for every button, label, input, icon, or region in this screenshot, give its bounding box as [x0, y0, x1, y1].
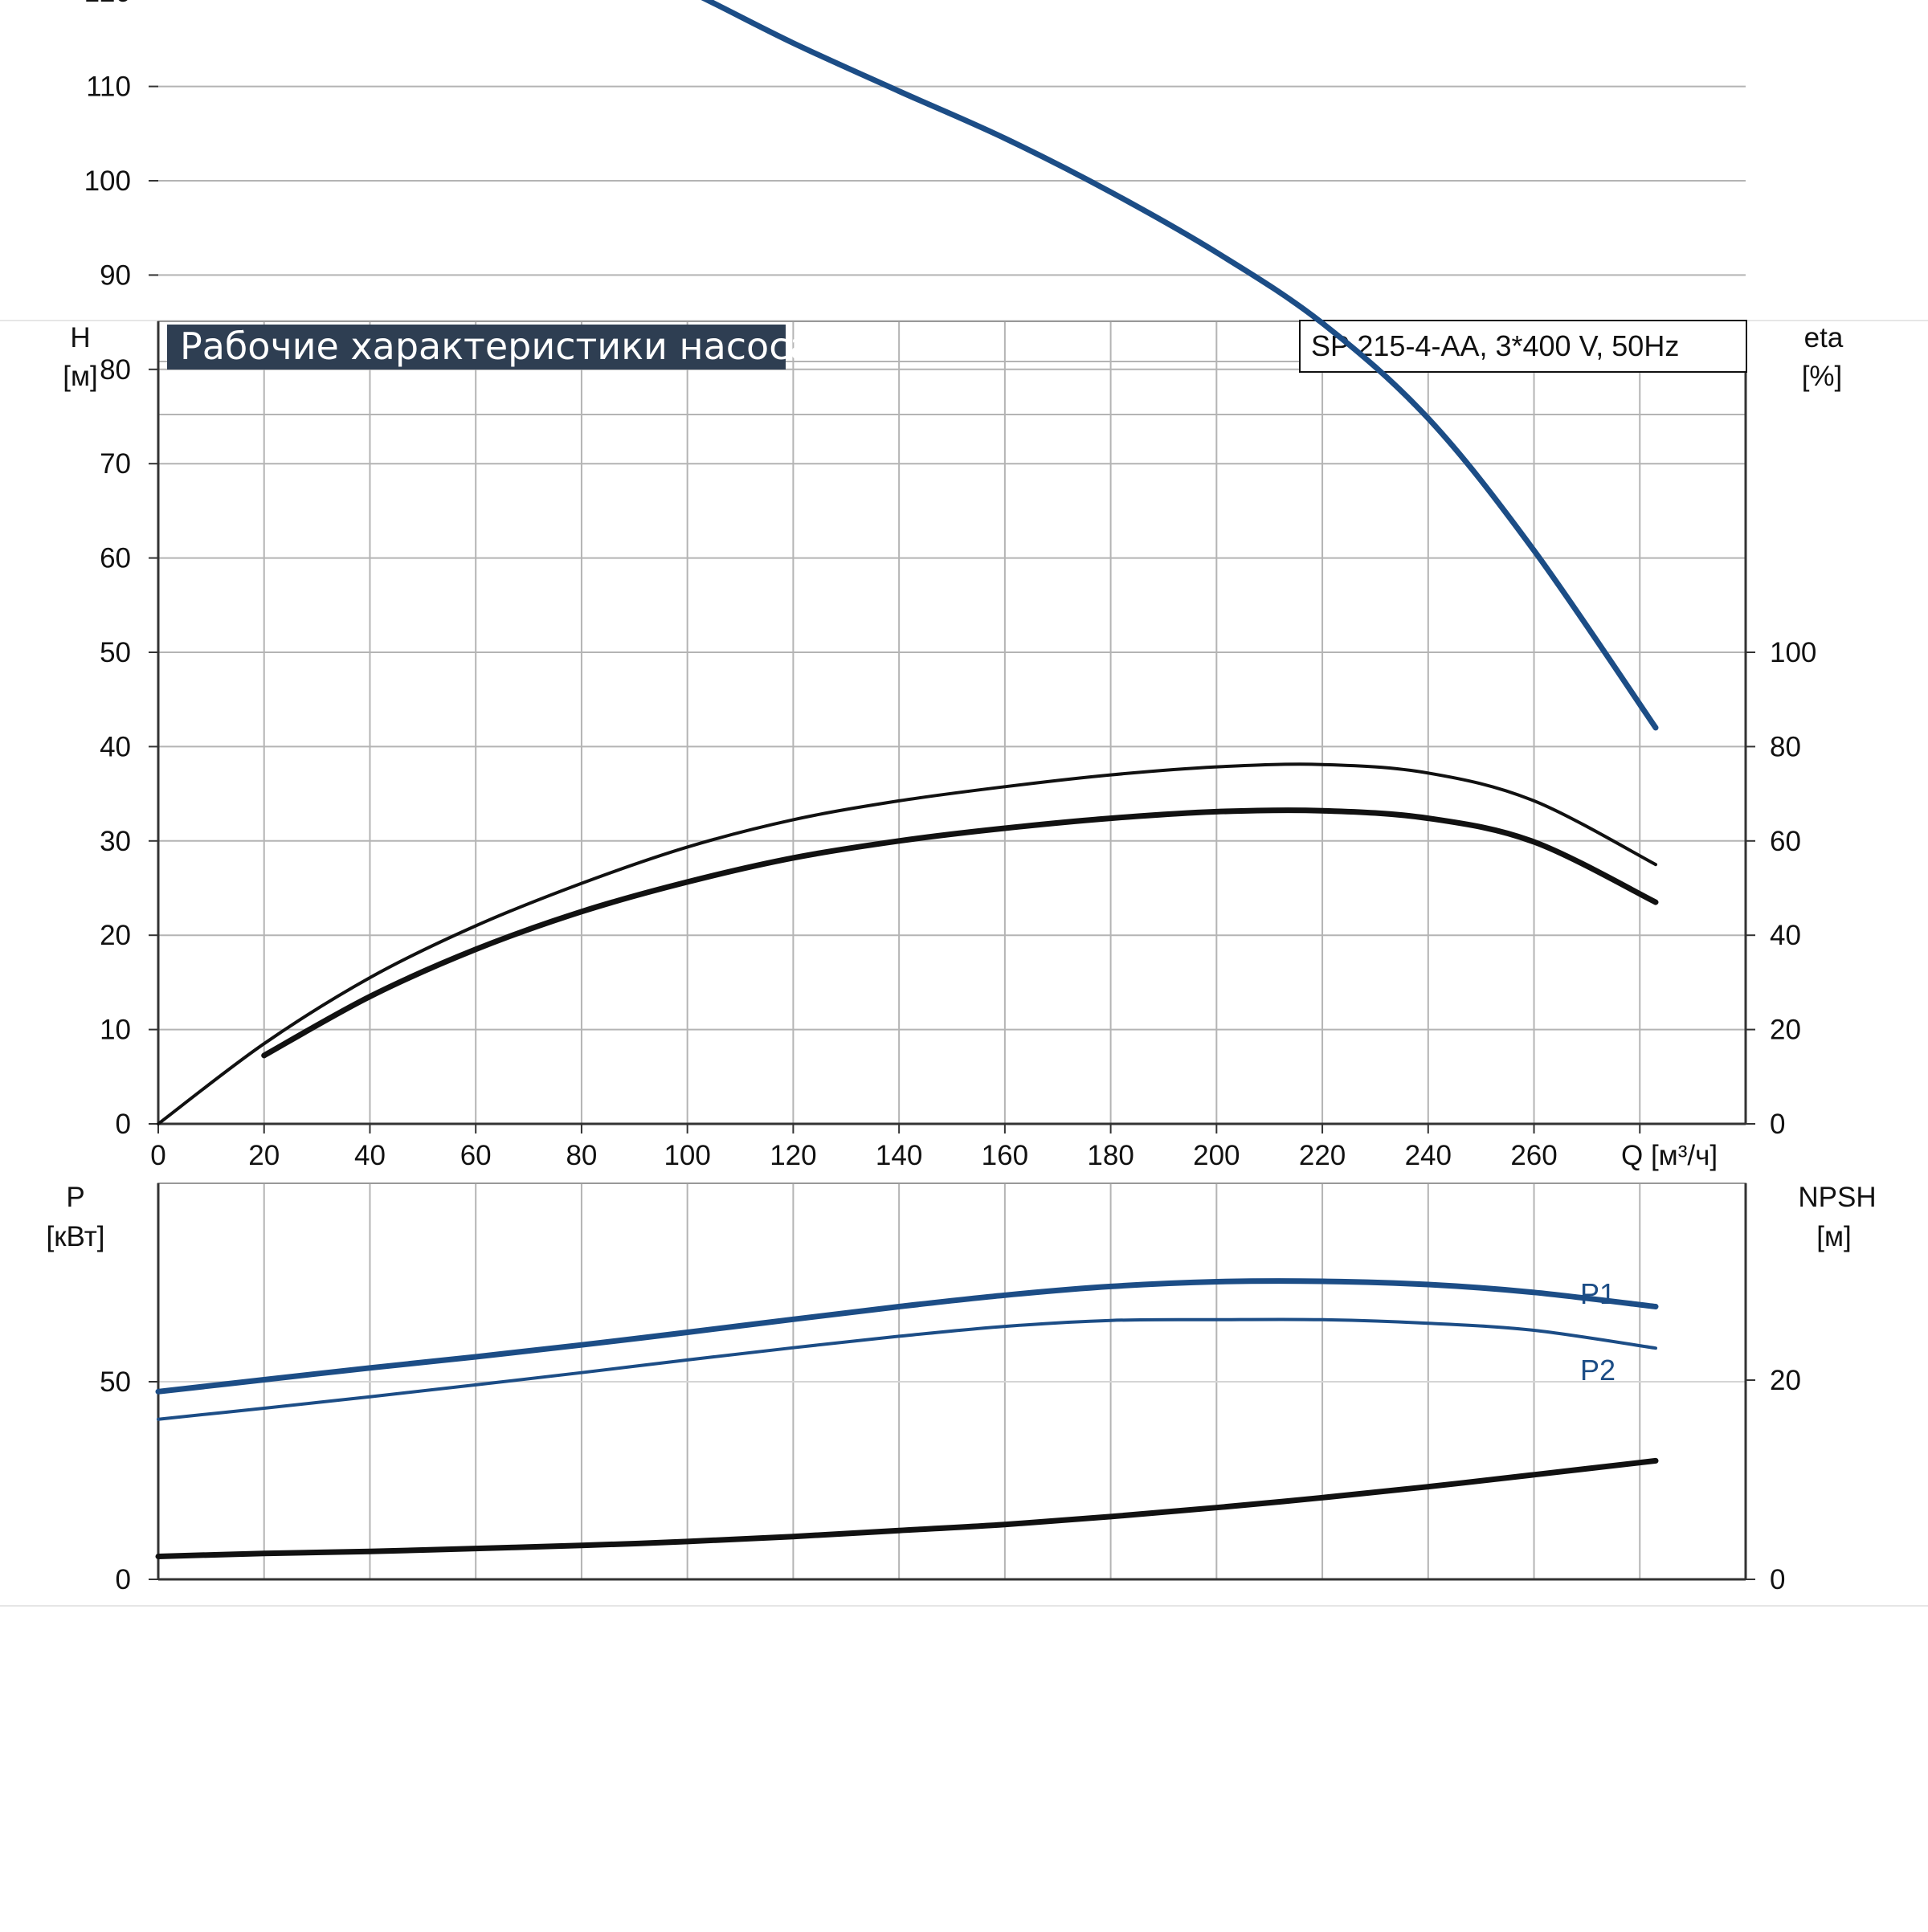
efficiency-curve-total [261, 807, 1659, 1059]
y-tick-label-left: 120 [84, 0, 131, 8]
p1-curve [155, 1278, 1659, 1395]
chart-title: Рабочие характеристики насоса [180, 325, 812, 368]
y-tick-label-left: 10 [100, 1015, 131, 1046]
npsh-axis-unit: [м] [1816, 1221, 1852, 1252]
y-tick-label-left: 110 [86, 71, 131, 103]
p2-curve [157, 1317, 1657, 1421]
y-tick-label-left: 60 [100, 543, 131, 574]
y-tick-label-left: 70 [100, 448, 131, 480]
y-axis-unit-right: [%] [1802, 361, 1843, 392]
x-tick-label: 260 [1510, 1140, 1557, 1171]
y-tick-label-left: 80 [100, 354, 131, 386]
npsh-tick-label: 0 [1770, 1564, 1785, 1595]
p-tick-label: 0 [116, 1564, 131, 1595]
title-background [167, 325, 786, 370]
x-tick-label: 160 [982, 1140, 1028, 1171]
y-tick-label-right: 20 [1770, 1015, 1801, 1046]
npsh-curve [155, 1457, 1659, 1559]
x-tick-label: 240 [1405, 1140, 1452, 1171]
p2-label: P2 [1580, 1354, 1616, 1387]
y-tick-label-left: 40 [100, 731, 131, 762]
y-tick-label-left: 100 [84, 165, 131, 197]
y-tick-label-right: 40 [1770, 920, 1801, 951]
y-tick-label-left: 50 [100, 637, 131, 668]
x-axis-label: Q [м³/ч] [1621, 1140, 1718, 1171]
x-tick-label: 180 [1087, 1140, 1134, 1171]
x-tick-label: 20 [248, 1140, 280, 1171]
head-curve [701, 0, 1659, 731]
x-tick-label: 100 [664, 1140, 710, 1171]
y-axis-unit-left: [м] [63, 361, 98, 392]
p-axis-label: P [66, 1182, 84, 1213]
y-tick-label-right: 60 [1770, 826, 1801, 857]
y-tick-label-left: 0 [116, 1109, 131, 1140]
y-tick-label-left: 20 [100, 920, 131, 951]
y-tick-label-right: 100 [1770, 637, 1816, 668]
x-tick-label: 80 [566, 1140, 597, 1171]
y-tick-label-left: 30 [100, 826, 131, 857]
y-axis-label-left: H [70, 322, 90, 353]
y-tick-label-left: 90 [100, 259, 131, 291]
p-tick-label: 50 [100, 1366, 131, 1398]
top-plot-frame [157, 321, 1746, 1125]
p-axis-unit: [кВт] [47, 1221, 105, 1252]
y-axis-label-right: eta [1804, 322, 1844, 353]
npsh-axis-label: NPSH [1798, 1182, 1876, 1213]
model-label: SP 215-4-AA, 3*400 V, 50Hz [1311, 329, 1679, 362]
npsh-tick-label: 20 [1770, 1365, 1801, 1396]
x-tick-label: 140 [876, 1140, 922, 1171]
y-tick-label-right: 80 [1770, 731, 1801, 762]
x-tick-label: 120 [770, 1140, 816, 1171]
y-tick-label-right: 0 [1770, 1109, 1785, 1140]
efficiency-curve-pump [157, 762, 1657, 1125]
x-tick-label: 220 [1299, 1140, 1346, 1171]
p1-label: P1 [1580, 1277, 1616, 1310]
x-tick-label: 40 [354, 1140, 386, 1171]
x-tick-label: 0 [150, 1140, 165, 1171]
x-tick-label: 60 [460, 1140, 492, 1171]
x-tick-label: 200 [1193, 1140, 1240, 1171]
